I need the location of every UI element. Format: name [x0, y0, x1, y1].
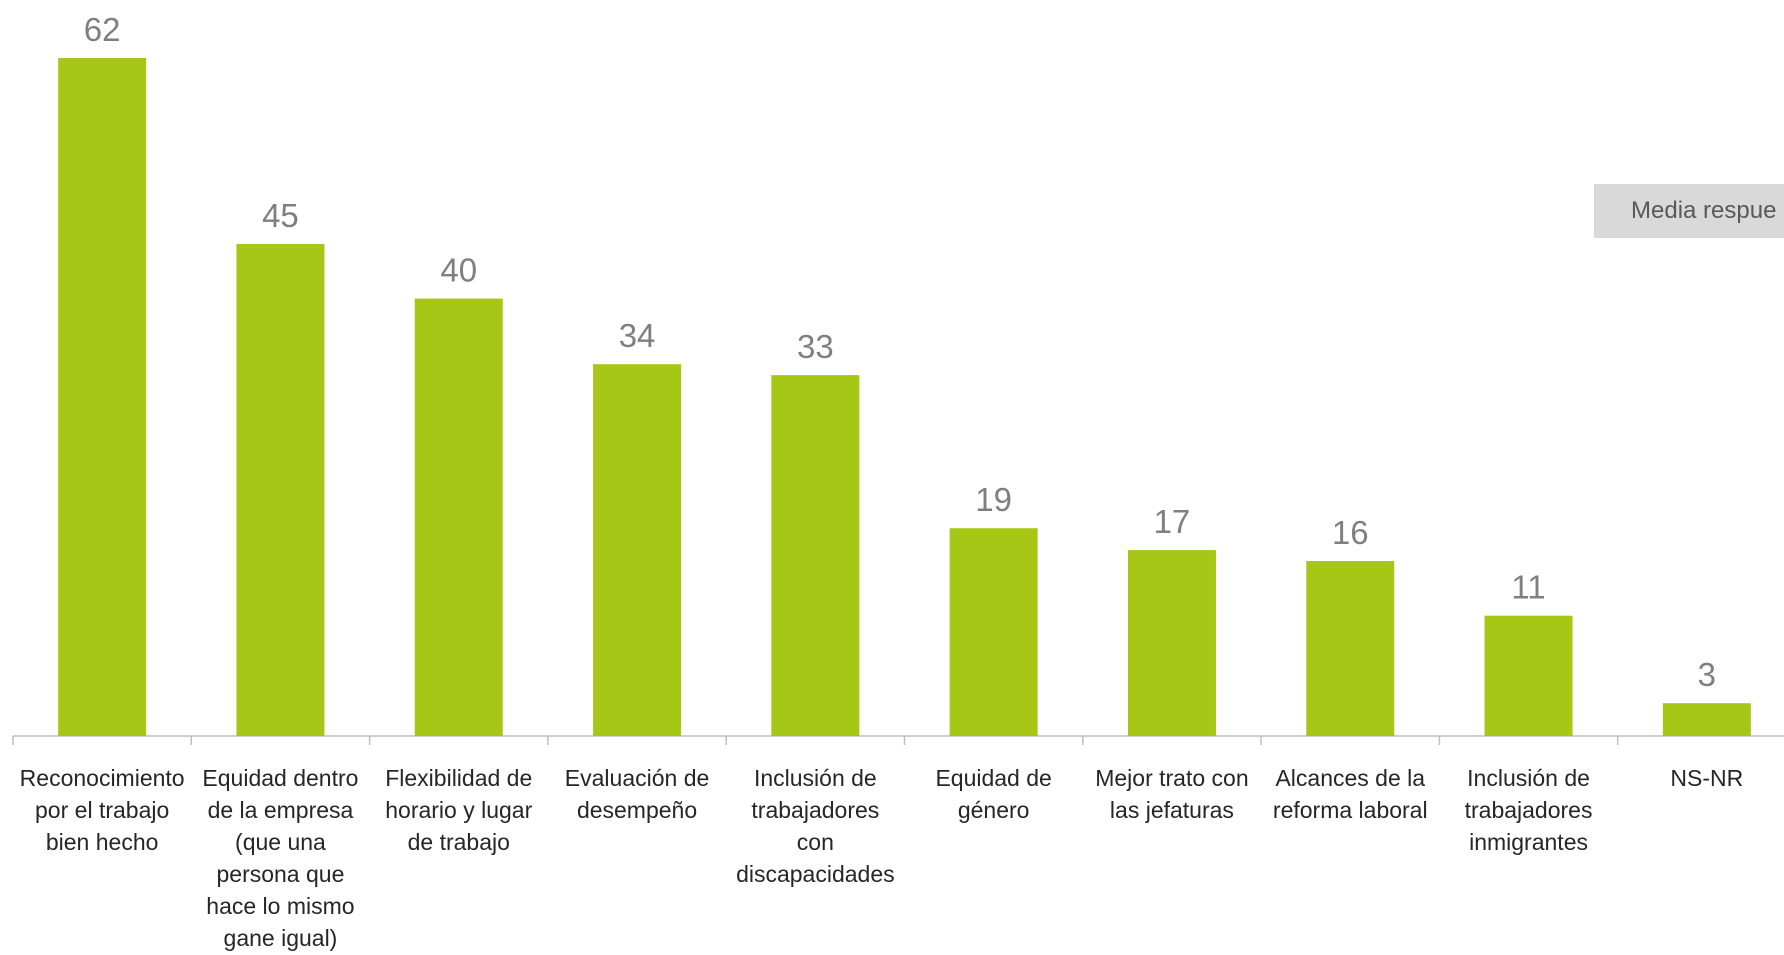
category-label: Inclusión de trabajadores inmigrantes	[1464, 765, 1593, 855]
bar	[593, 364, 682, 736]
category-label: Reconocimiento por el trabajo bien hecho	[19, 765, 185, 855]
data-label: 40	[440, 252, 477, 289]
data-label: 11	[1511, 569, 1545, 606]
bar	[1127, 550, 1216, 736]
bar	[1306, 561, 1395, 736]
category-label: NS-NR	[1670, 765, 1744, 791]
mean-response-label: Media respue	[1594, 184, 1784, 238]
category-label: Equidad dentro de la empresa (que una pe…	[202, 765, 359, 951]
data-label: 17	[1154, 503, 1191, 540]
category-label: Flexibilidad de horario y lugar de traba…	[385, 765, 533, 855]
category-label: Evaluación de desempeño	[564, 765, 710, 823]
bar	[949, 528, 1038, 736]
bar	[236, 243, 325, 736]
category-label: Alcances de la reforma laboral	[1272, 765, 1428, 823]
category-label: Mejor trato con las jefaturas	[1095, 765, 1249, 823]
bar	[414, 298, 503, 736]
data-label: 45	[262, 197, 299, 234]
data-label: 16	[1332, 514, 1369, 551]
data-label: 34	[619, 317, 656, 354]
data-label: 33	[797, 328, 834, 365]
category-label: Equidad de género	[935, 765, 1052, 823]
data-label: 19	[975, 481, 1012, 518]
bar	[58, 58, 147, 736]
data-label: 3	[1698, 656, 1716, 693]
bar	[771, 375, 860, 736]
category-label: Inclusión de trabajadores con discapacid…	[736, 765, 895, 887]
bar	[1662, 703, 1751, 736]
data-label: 62	[84, 11, 121, 48]
bar	[1484, 615, 1573, 736]
